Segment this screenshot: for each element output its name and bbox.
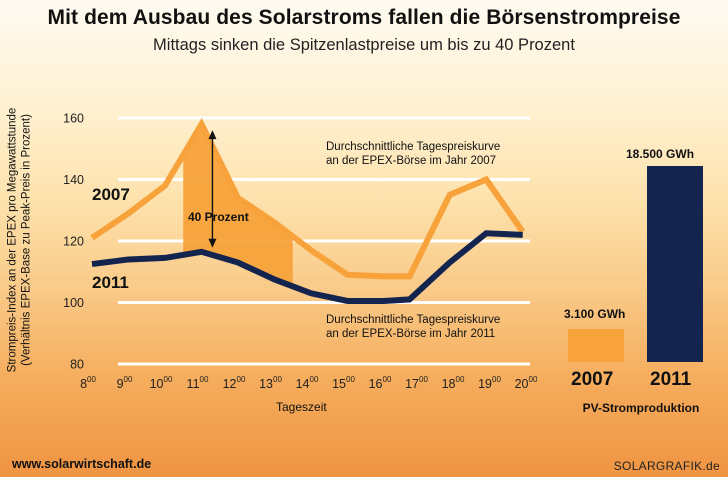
series-label-2011: 2011 (92, 273, 129, 292)
y-tick-140: 140 (63, 173, 84, 187)
x-tick-19: 1900 (478, 375, 501, 391)
chart-subtitle: Mittags sinken die Spitzenlastpreise um … (153, 36, 575, 54)
annotation-2011-line2: an der EPEX-Börse im Jahr 2011 (326, 328, 496, 340)
x-tick-8: 800 (80, 375, 96, 391)
bar-2011 (647, 166, 703, 362)
annotation-2007-line2: an der EPEX-Börse im Jahr 2007 (326, 155, 497, 167)
series-label-2007: 2007 (92, 185, 130, 204)
difference-arrow-head-down (208, 238, 217, 248)
y-tick-100: 100 (63, 296, 84, 310)
y-axis-label-line2: (Verhältnis EPEX-Base zu Peak-Preis in P… (20, 114, 32, 366)
difference-area (183, 124, 293, 287)
x-tick-13: 1300 (259, 375, 282, 391)
x-tick-18: 1800 (442, 375, 465, 391)
y-tick-120: 120 (63, 235, 84, 249)
y-tick-160: 160 (63, 112, 84, 126)
x-tick-10: 1000 (150, 375, 173, 391)
x-tick-11: 1100 (187, 375, 209, 391)
annotation-2007-line1: Durchschnittliche Tagespreiskurve (326, 141, 501, 153)
difference-label: 40 Prozent (188, 210, 249, 224)
bar-2007 (568, 329, 624, 362)
bar-chart-title: PV-Stromproduktion (582, 401, 700, 415)
footer-website[interactable]: www.solarwirtschaft.de (12, 457, 152, 471)
x-tick-20: 2000 (515, 375, 538, 391)
x-tick-12: 1200 (223, 375, 246, 391)
x-tick-9: 900 (117, 375, 133, 391)
x-tick-16: 1600 (369, 375, 392, 391)
x-tick-14: 1400 (296, 375, 319, 391)
annotation-2007: Durchschnittliche Tagespreiskurve an der… (326, 140, 500, 168)
bar-category-2011: 2011 (650, 369, 692, 390)
bar-category-2007: 2007 (571, 369, 614, 390)
bar-value-2007: 3.100 GWh (564, 307, 626, 321)
y-axis-label-line1: Strompreis-Index an der EPEX pro Megawat… (6, 107, 19, 373)
bar-value-2011: 18.500 GWh (626, 147, 695, 161)
annotation-2011: Durchschnittliche Tagespreiskurve an der… (326, 313, 500, 341)
y-tick-80: 80 (70, 358, 84, 372)
line-series-2011 (91, 230, 523, 304)
x-tick-15: 1500 (332, 375, 355, 391)
difference-arrow-head-up (208, 130, 217, 140)
chart-title: Mit dem Ausbau des Solarstroms fallen di… (47, 6, 681, 29)
x-tick-17: 1700 (405, 375, 428, 391)
footer-credit: SOLARGRAFIK.de (613, 459, 720, 473)
annotation-2011-line1: Durchschnittliche Tagespreiskurve (326, 314, 501, 326)
line-series-2007 (90, 117, 526, 280)
x-axis-label: Tageszeit (276, 400, 327, 414)
